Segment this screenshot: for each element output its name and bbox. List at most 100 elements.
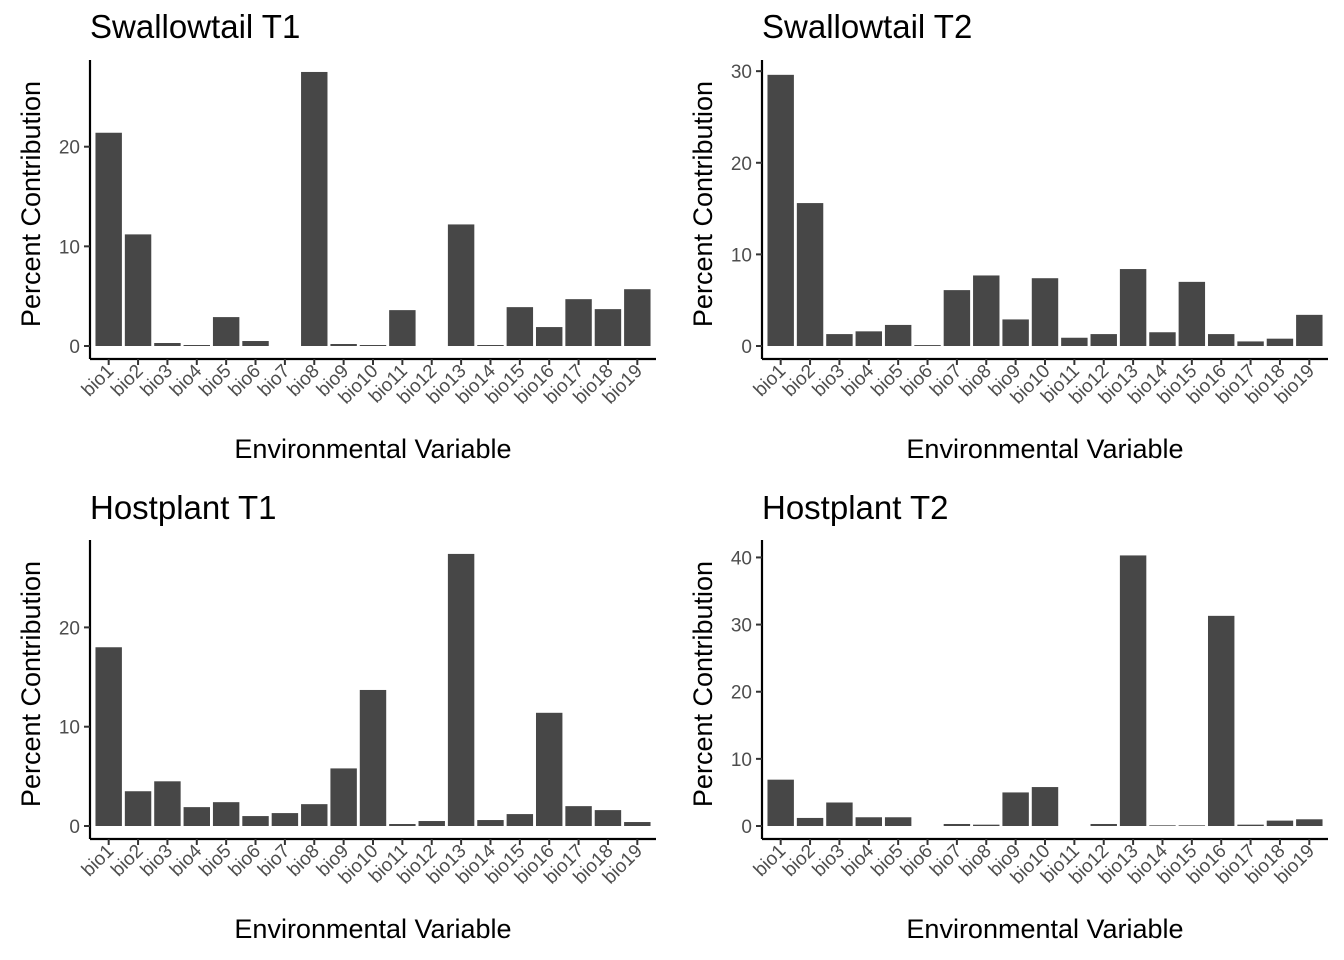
bar-bio17 xyxy=(565,806,592,826)
bar-bio10 xyxy=(359,345,387,346)
bar-bio12 xyxy=(1090,823,1117,826)
y-axis-title: Percent Contribution xyxy=(688,81,718,327)
bar-bio17 xyxy=(1237,824,1264,826)
bar-bio9 xyxy=(330,768,357,826)
bar-bio12 xyxy=(418,821,445,826)
bar-bio6 xyxy=(914,345,941,346)
bar-bio2 xyxy=(124,234,152,346)
bar-bio8 xyxy=(301,804,328,826)
y-tick-label: 30 xyxy=(731,616,752,637)
bar-bio16 xyxy=(535,712,563,826)
bar-bio11 xyxy=(389,310,416,346)
bar-bio7 xyxy=(943,823,971,826)
bar-bio13 xyxy=(1119,269,1147,346)
bar-bio14 xyxy=(1149,332,1176,346)
bar-bio9 xyxy=(1002,792,1029,826)
bar-bio3 xyxy=(826,802,853,826)
y-tick-label: 10 xyxy=(731,750,752,771)
y-tick-label: 10 xyxy=(59,718,80,739)
bar-bio10 xyxy=(359,689,387,826)
bar-bio11 xyxy=(389,824,416,826)
bar-bio19 xyxy=(624,822,651,826)
y-tick-label: 0 xyxy=(741,817,752,838)
y-axis-title: Percent Contribution xyxy=(16,561,46,807)
bar-bio9 xyxy=(1002,319,1029,346)
bar-bio5 xyxy=(212,317,240,346)
bar-bio5 xyxy=(884,817,912,826)
panel-title: Hostplant T1 xyxy=(90,489,277,526)
bar-bio6 xyxy=(242,816,269,826)
y-tick-label: 0 xyxy=(741,337,752,358)
bar-bio16 xyxy=(1207,615,1235,826)
bar-bio3 xyxy=(154,781,181,826)
bar-bio13 xyxy=(1119,555,1147,826)
bar-bio18 xyxy=(1266,338,1294,346)
bar-bio16 xyxy=(535,327,563,346)
bar-bio1 xyxy=(767,779,794,826)
bar-bio8 xyxy=(973,824,1000,826)
bar-bio1 xyxy=(95,647,122,826)
bar-bio5 xyxy=(212,802,240,826)
x-axis-title: Environmental Variable xyxy=(906,914,1183,944)
y-axis-title: Percent Contribution xyxy=(688,561,718,807)
bar-bio5 xyxy=(884,324,912,346)
y-tick-label: 30 xyxy=(731,62,752,83)
bar-bio2 xyxy=(124,791,152,826)
y-tick-label: 20 xyxy=(59,138,80,159)
bar-bio13 xyxy=(447,224,475,346)
bar-bio14 xyxy=(477,345,504,346)
x-axis-title: Environmental Variable xyxy=(234,434,511,464)
panel-4: Hostplant T2010203040bio1bio2bio3bio4bio… xyxy=(688,489,1328,944)
y-tick-label: 20 xyxy=(59,618,80,639)
panel-title: Swallowtail T1 xyxy=(90,8,300,45)
bar-bio19 xyxy=(1296,314,1323,346)
bar-bio15 xyxy=(1178,825,1206,826)
bar-bio4 xyxy=(183,807,210,826)
bar-bio3 xyxy=(154,343,181,346)
panel-title: Swallowtail T2 xyxy=(762,8,972,45)
bar-bio2 xyxy=(796,203,824,346)
bar-bio1 xyxy=(95,132,122,346)
bar-bio15 xyxy=(1178,281,1206,346)
panel-title: Hostplant T2 xyxy=(762,489,949,526)
panel-2: Swallowtail T20102030bio1bio2bio3bio4bio… xyxy=(688,8,1328,464)
y-tick-label: 20 xyxy=(731,154,752,175)
bar-bio2 xyxy=(796,817,824,826)
bar-bio15 xyxy=(506,814,534,826)
y-tick-label: 0 xyxy=(69,337,80,358)
bar-bio14 xyxy=(477,820,504,826)
panel-3: Hostplant T101020bio1bio2bio3bio4bio5bio… xyxy=(16,489,656,944)
y-tick-label: 40 xyxy=(731,548,752,569)
bar-bio4 xyxy=(855,817,882,826)
bar-bio11 xyxy=(1061,337,1088,346)
bar-bio19 xyxy=(624,289,651,346)
bar-bio18 xyxy=(594,309,622,346)
bar-bio9 xyxy=(330,344,357,346)
y-axis-title: Percent Contribution xyxy=(16,81,46,327)
y-tick-label: 10 xyxy=(731,245,752,266)
bar-bio7 xyxy=(943,290,971,346)
bar-bio16 xyxy=(1207,334,1235,346)
bar-bio15 xyxy=(506,307,534,346)
y-tick-label: 10 xyxy=(59,237,80,258)
bar-bio18 xyxy=(1266,820,1294,826)
x-axis-title: Environmental Variable xyxy=(906,434,1183,464)
bar-bio1 xyxy=(767,74,794,346)
bar-bio19 xyxy=(1296,819,1323,826)
bar-bio14 xyxy=(1149,825,1176,826)
bar-bio12 xyxy=(1090,334,1117,346)
bar-bio4 xyxy=(855,331,882,346)
y-tick-label: 20 xyxy=(731,683,752,704)
bar-bio8 xyxy=(973,275,1000,346)
bar-bio10 xyxy=(1031,278,1059,346)
bar-bio3 xyxy=(826,334,853,346)
bar-bio4 xyxy=(183,345,210,346)
bar-bio18 xyxy=(594,810,622,826)
bar-bio17 xyxy=(1237,341,1264,346)
bar-bio10 xyxy=(1031,787,1059,826)
bar-bio7 xyxy=(271,813,299,826)
y-tick-label: 0 xyxy=(69,817,80,838)
x-axis-title: Environmental Variable xyxy=(234,914,511,944)
